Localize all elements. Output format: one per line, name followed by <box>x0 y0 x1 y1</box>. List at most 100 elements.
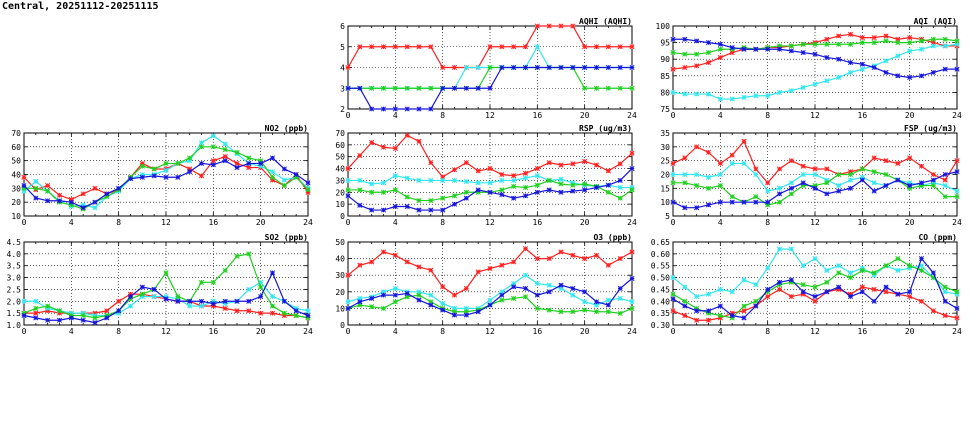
x-tick-label: 16 <box>858 111 868 120</box>
data-point <box>741 303 747 309</box>
data-point <box>451 292 458 298</box>
data-point <box>582 181 588 187</box>
data-point <box>765 93 771 99</box>
series-blue <box>21 270 311 326</box>
data-point <box>765 265 771 271</box>
data-point <box>522 285 529 292</box>
data-point <box>883 69 889 76</box>
data-point <box>116 185 122 191</box>
data-point <box>487 189 493 195</box>
data-point <box>629 305 635 311</box>
data-point <box>741 160 747 166</box>
data-point <box>930 177 936 183</box>
data-point <box>511 177 517 183</box>
data-point <box>463 64 469 71</box>
data-point <box>33 305 39 311</box>
data-point <box>617 161 623 167</box>
data-point <box>918 298 925 304</box>
x-tick-label: 16 <box>533 218 543 227</box>
y-tick-label: 2.5 <box>7 285 22 294</box>
data-point <box>345 177 351 183</box>
x-tick-label: 20 <box>580 327 590 336</box>
data-point <box>151 173 157 179</box>
data-point <box>942 43 948 49</box>
data-point <box>45 303 51 309</box>
data-point <box>269 270 276 276</box>
data-point <box>380 144 387 150</box>
data-point <box>440 85 446 91</box>
data-point <box>871 35 877 41</box>
data-point <box>45 198 51 204</box>
data-point <box>380 292 387 298</box>
data-point <box>116 298 122 304</box>
x-tick-label: 4 <box>393 327 398 336</box>
series-green <box>670 166 960 208</box>
data-point <box>717 41 723 47</box>
data-point <box>428 106 434 112</box>
data-point <box>380 180 387 186</box>
data-point <box>56 308 63 314</box>
y-tick-label: 20 <box>335 188 345 197</box>
data-point <box>593 64 600 71</box>
data-point <box>451 312 458 318</box>
chart-title: AQI (AQI) <box>914 17 957 26</box>
data-point <box>475 309 481 315</box>
data-point <box>788 158 794 164</box>
data-point <box>847 59 854 66</box>
data-point <box>369 181 375 187</box>
data-point <box>258 284 264 290</box>
data-point <box>788 246 794 252</box>
chart-title: NO2 (ppb) <box>265 124 308 133</box>
data-point <box>582 64 588 71</box>
data-point <box>522 64 529 71</box>
y-tick-label: 30 <box>335 176 345 185</box>
data-point <box>705 91 712 97</box>
data-point <box>475 64 481 71</box>
data-point <box>930 171 936 178</box>
x-tick-label: 0 <box>671 111 676 120</box>
data-point <box>741 199 747 205</box>
data-point <box>871 286 877 292</box>
data-point <box>788 191 794 197</box>
data-point <box>546 187 552 193</box>
y-tick-label: 0.40 <box>651 297 670 306</box>
data-point <box>258 160 264 166</box>
data-point <box>954 188 960 194</box>
data-point <box>800 50 806 56</box>
data-point <box>558 189 564 195</box>
x-tick-label: 12 <box>810 111 820 120</box>
data-point <box>534 64 540 71</box>
data-point <box>582 256 588 262</box>
y-tick-label: 4 <box>340 64 345 73</box>
y-tick-label: 40 <box>335 255 345 264</box>
data-point <box>392 187 398 193</box>
data-point <box>234 298 240 304</box>
data-point <box>593 162 600 168</box>
data-point <box>345 85 351 91</box>
data-point <box>670 275 676 281</box>
data-point <box>570 188 576 194</box>
data-point <box>258 293 264 300</box>
data-point <box>487 44 493 50</box>
data-point <box>629 299 635 305</box>
data-point <box>593 184 600 191</box>
data-point <box>629 150 635 156</box>
data-point <box>907 183 913 189</box>
data-point <box>800 289 806 295</box>
data-point <box>871 155 877 161</box>
data-point <box>511 195 517 201</box>
data-point <box>511 259 517 265</box>
x-tick-label: 4 <box>718 111 723 120</box>
chart-title: SO2 (ppb) <box>265 233 308 242</box>
data-point <box>198 279 205 285</box>
data-point <box>369 189 375 195</box>
y-tick-label: 85 <box>660 72 670 81</box>
data-point <box>836 41 842 47</box>
data-point <box>605 302 611 308</box>
data-point <box>151 166 157 172</box>
data-point <box>246 160 252 166</box>
y-tick-label: 1.0 <box>7 321 22 330</box>
y-tick-label: 2 <box>340 105 345 114</box>
data-point <box>670 50 676 56</box>
data-point <box>883 38 889 44</box>
